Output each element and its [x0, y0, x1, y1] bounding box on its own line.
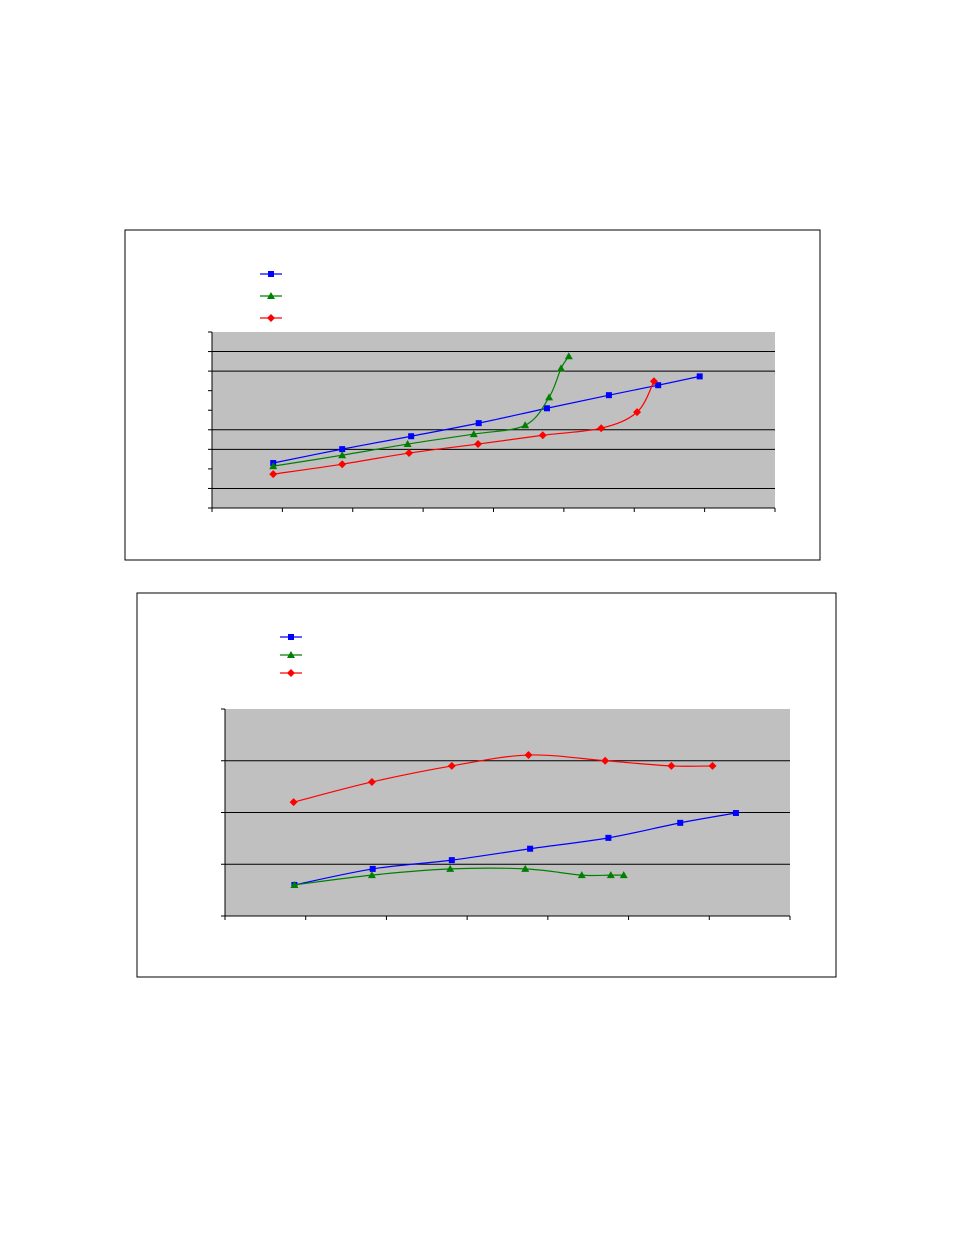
marker — [269, 470, 278, 479]
marker — [405, 449, 414, 458]
marker — [524, 751, 533, 760]
marker — [521, 421, 530, 429]
marker — [339, 446, 346, 453]
marker — [545, 393, 554, 401]
marker — [597, 424, 606, 433]
marker — [475, 420, 482, 427]
marker — [601, 756, 610, 765]
marker — [288, 634, 294, 640]
marker — [287, 669, 295, 677]
marker — [338, 460, 347, 469]
marker — [633, 408, 642, 417]
marker — [269, 462, 278, 470]
marker — [708, 761, 717, 770]
marker — [605, 392, 612, 399]
marker — [543, 405, 550, 412]
marker — [267, 292, 275, 299]
marker — [696, 373, 703, 380]
marker — [538, 431, 547, 440]
marker — [655, 382, 662, 389]
marker — [369, 865, 376, 872]
marker — [448, 857, 455, 864]
marker — [403, 440, 412, 448]
marker — [290, 880, 299, 888]
marker — [338, 451, 347, 459]
marker — [527, 845, 534, 852]
marker — [447, 761, 456, 770]
marker — [367, 871, 376, 879]
marker — [732, 810, 739, 817]
marker — [606, 871, 615, 879]
marker — [469, 430, 478, 438]
marker — [289, 798, 298, 807]
marker — [287, 651, 295, 658]
marker — [268, 271, 274, 277]
marker — [521, 864, 530, 872]
marker — [446, 864, 455, 872]
marker — [367, 777, 376, 786]
marker — [677, 819, 684, 826]
marker — [474, 440, 483, 449]
marker — [267, 314, 275, 322]
marker — [564, 352, 573, 360]
marker — [557, 364, 566, 372]
marker — [605, 834, 612, 841]
marker — [667, 761, 676, 770]
marker — [577, 871, 586, 879]
marker — [619, 871, 628, 879]
marker — [408, 433, 415, 440]
marker — [649, 377, 658, 386]
